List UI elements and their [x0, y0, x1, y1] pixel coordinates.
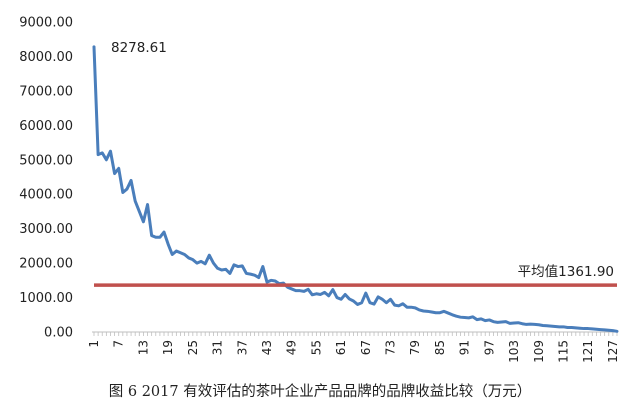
x-tick-label: 37: [235, 340, 249, 355]
y-tick-label: 4000.00: [19, 188, 73, 203]
figure-caption: 图 6 2017 有效评估的茶叶企业产品品牌的品牌收益比较（万元）: [108, 384, 532, 400]
x-tick-label: 7: [112, 340, 126, 348]
x-axis: 1 7 13 19 25 31 37 43 49 55 61 67 73 79 85 91 97 103 109 11…: [87, 331, 620, 363]
x-tick-label: 109: [532, 340, 546, 363]
x-tick-label: 103: [507, 340, 521, 363]
x-tick-label: 73: [384, 340, 398, 355]
x-tick-label: 79: [408, 340, 422, 355]
y-tick-label: 8000.00: [19, 50, 73, 65]
y-tick-label: 1000.00: [19, 291, 73, 306]
annotation-layer: 8278.61 平均值1361.90: [94, 40, 617, 287]
y-tick-label: 2000.00: [19, 257, 73, 272]
x-tick-label: 25: [186, 340, 200, 355]
y-tick-label: 9000.00: [19, 16, 73, 31]
series-layer: [92, 45, 619, 333]
x-tick-label: 85: [433, 340, 447, 355]
x-tick-label: 97: [482, 340, 496, 355]
peak-value-label: 8278.61: [111, 40, 167, 56]
y-axis: 9000.00 8000.00 7000.00 6000.00 5000.00 4000.…: [19, 16, 73, 341]
x-tick-label: 121: [581, 340, 595, 363]
x-tick-label: 13: [136, 340, 150, 355]
series-line: [92, 45, 619, 333]
x-tick-label: 55: [309, 340, 323, 355]
x-tick-label: 31: [211, 340, 225, 355]
y-tick-label: 3000.00: [19, 222, 73, 237]
y-tick-label: 5000.00: [19, 153, 73, 168]
y-tick-label: 0.00: [44, 326, 73, 341]
x-tick-label: 115: [556, 340, 570, 363]
x-tick-label: 91: [458, 340, 472, 355]
y-tick-label: 6000.00: [19, 119, 73, 134]
x-tick-label: 49: [285, 340, 299, 355]
x-tick-label: 127: [606, 340, 620, 363]
x-tick-label: 19: [161, 340, 175, 355]
x-tick-label: 67: [359, 340, 373, 355]
x-tick-label: 61: [334, 340, 348, 355]
brand-revenue-line-chart: 9000.00 8000.00 7000.00 6000.00 5000.00 4000.…: [19, 16, 620, 363]
y-tick-label: 7000.00: [19, 84, 73, 99]
mean-line-label: 平均值1361.90: [518, 264, 614, 280]
x-tick-label: 1: [87, 340, 101, 348]
x-tick-label: 43: [260, 340, 274, 355]
